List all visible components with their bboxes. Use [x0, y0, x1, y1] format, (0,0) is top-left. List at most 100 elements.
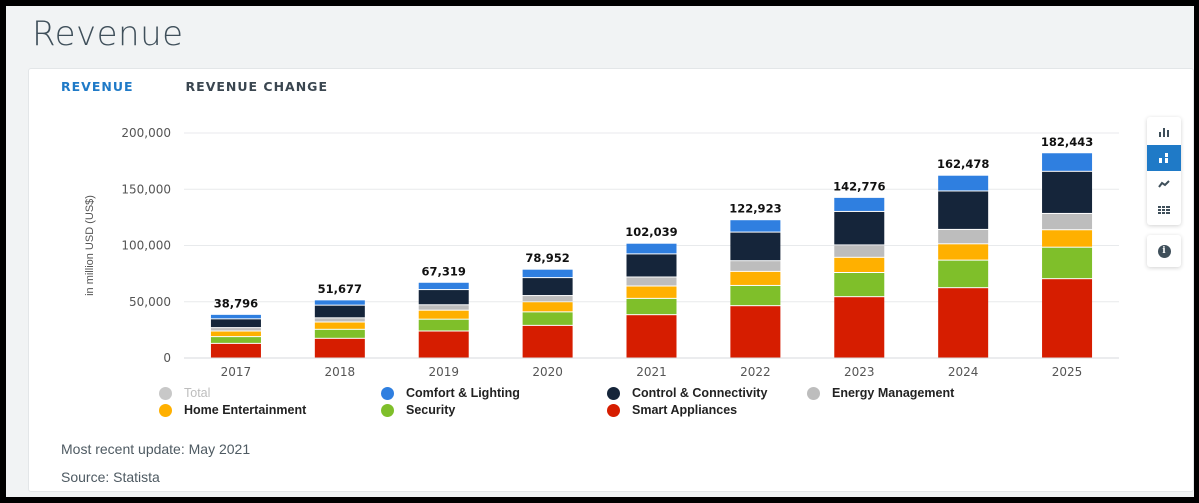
legend-item-energy-management[interactable]: Energy Management — [807, 385, 1007, 401]
legend-label: Control & Connectivity — [632, 386, 768, 400]
bar-segment — [1042, 171, 1093, 213]
bar-segment — [1042, 230, 1093, 247]
table-icon — [1158, 206, 1170, 214]
tab-revenue-change[interactable]: REVENUE CHANGE — [185, 79, 328, 94]
tab-revenue[interactable]: REVENUE — [61, 79, 134, 94]
legend-swatch-home-entertainment — [159, 403, 172, 417]
y-axis-title: in million USD (US$) — [84, 195, 96, 296]
update-note: Most recent update: May 2021 — [61, 441, 251, 457]
legend-swatch-control-connectivity — [607, 386, 620, 400]
info-group: i — [1147, 235, 1181, 267]
bar-segment — [626, 298, 677, 315]
legend-item-smart-appliances[interactable]: Smart Appliances — [607, 402, 807, 418]
total-label: 67,319 — [422, 264, 466, 278]
x-tick-label: 2022 — [740, 365, 771, 379]
bar-segment — [730, 261, 781, 271]
legend-item-home-entertainment[interactable]: Home Entertainment — [159, 402, 381, 418]
chart-toolbar: i — [1145, 117, 1183, 267]
bar-segment — [730, 306, 781, 358]
bar-segment — [626, 243, 677, 254]
bar-segment — [522, 296, 573, 302]
bar-segment — [1042, 279, 1093, 358]
chart-type-group — [1147, 117, 1181, 225]
bar-segment — [314, 318, 365, 322]
total-label: 142,776 — [833, 179, 885, 193]
bar-segment — [314, 329, 365, 338]
legend-item-total[interactable]: Total — [159, 385, 381, 401]
y-tick-label: 100,000 — [121, 239, 171, 253]
stacked-bar-button[interactable] — [1147, 145, 1181, 171]
bar-segment — [730, 271, 781, 285]
x-tick-label: 2020 — [532, 365, 563, 379]
total-label: 162,478 — [937, 157, 989, 171]
chart-card: REVENUE REVENUE CHANGE 0 50,000 100,000 150… — [28, 68, 1194, 492]
bar-segment — [522, 302, 573, 312]
line-chart-button[interactable] — [1147, 171, 1181, 197]
legend-swatch-energy-management — [807, 386, 820, 400]
table-view-button[interactable] — [1147, 197, 1181, 223]
bar-segment — [938, 244, 989, 260]
stacked-bar-chart: 0 50,000 100,000 150,000 200,000 in million U… — [84, 126, 1119, 379]
total-label: 51,677 — [318, 282, 362, 296]
chart-tabs: REVENUE REVENUE CHANGE — [61, 79, 328, 94]
legend-item-control-connectivity[interactable]: Control & Connectivity — [607, 385, 807, 401]
bar-segment — [626, 315, 677, 358]
bar-segment — [210, 314, 261, 319]
bar-chart-icon — [1159, 128, 1169, 137]
bar-segment — [314, 322, 365, 329]
bar-segment — [418, 305, 469, 310]
info-button[interactable]: i — [1147, 238, 1181, 264]
bar-segment — [210, 343, 261, 358]
bar-segment — [938, 191, 989, 229]
bar-segment — [938, 229, 989, 244]
bar-segment — [418, 282, 469, 290]
x-tick-label: 2023 — [844, 365, 875, 379]
y-tick-label: 200,000 — [121, 126, 171, 140]
total-label: 38,796 — [214, 296, 258, 310]
bar-segment — [522, 269, 573, 278]
source-note: Source: Statista — [61, 469, 160, 485]
bar-segment — [730, 220, 781, 232]
legend-label: Security — [406, 403, 456, 417]
legend-label: Comfort & Lighting — [406, 386, 520, 400]
bar-chart-button[interactable] — [1147, 119, 1181, 145]
bar-segment — [522, 325, 573, 358]
bar-segment — [834, 273, 885, 297]
bar-segment — [834, 245, 885, 257]
bar-segment — [834, 197, 885, 211]
bar-segment — [210, 328, 261, 331]
bar-segment — [626, 277, 677, 286]
legend-item-security[interactable]: Security — [381, 402, 607, 418]
bar-segment — [210, 331, 261, 337]
x-tick-label: 2024 — [948, 365, 979, 379]
x-tick-label: 2025 — [1052, 365, 1083, 379]
y-tick-label: 150,000 — [121, 182, 171, 196]
page-title: Revenue — [32, 14, 184, 54]
chart-legend: Total Comfort & Lighting Control & Conne… — [159, 385, 1039, 418]
bar-segment — [1042, 213, 1093, 230]
bar-segment — [522, 312, 573, 325]
bar-segment — [210, 337, 261, 343]
legend-item-comfort-lighting[interactable]: Comfort & Lighting — [381, 385, 607, 401]
total-label: 122,923 — [729, 202, 781, 216]
bar-segment — [834, 297, 885, 358]
line-chart-icon — [1158, 180, 1170, 188]
bar-segment — [938, 260, 989, 288]
window-frame: Revenue REVENUE REVENUE CHANGE 0 50,000 10… — [6, 6, 1194, 497]
bar-segment — [522, 278, 573, 296]
x-tick-label: 2018 — [325, 365, 356, 379]
info-icon: i — [1157, 244, 1171, 258]
legend-label: Energy Management — [832, 386, 955, 400]
legend-swatch-comfort-lighting — [381, 386, 394, 400]
legend-label: Smart Appliances — [632, 403, 738, 417]
bar-segment — [730, 285, 781, 306]
bar-segment — [730, 232, 781, 261]
bar-segment — [418, 319, 469, 331]
stacked-bar-icon — [1159, 153, 1168, 163]
y-tick-label: 0 — [163, 351, 171, 365]
bar-segment — [834, 211, 885, 245]
bar-segment — [418, 331, 469, 358]
total-label: 182,443 — [1041, 135, 1093, 149]
legend-swatch-total — [159, 386, 172, 400]
bar-segment — [210, 319, 261, 328]
